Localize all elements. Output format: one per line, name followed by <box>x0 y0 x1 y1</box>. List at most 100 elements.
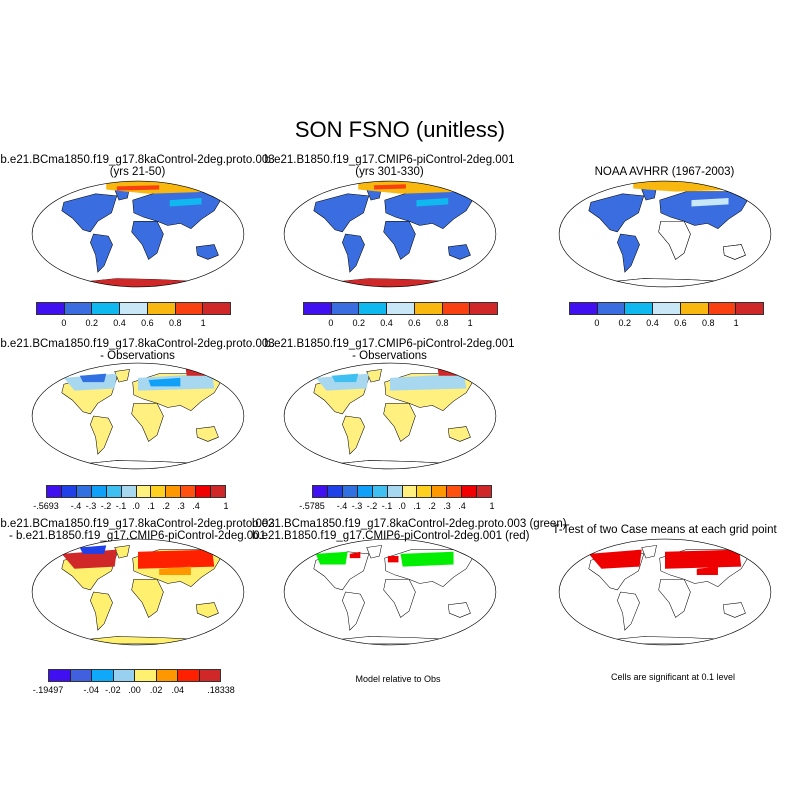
colorbar-swatch <box>417 486 433 497</box>
colorbar-tick-label: 0.4 <box>113 318 126 328</box>
panel-3-title: NOAA AVHRR (1967-2003) <box>594 166 735 178</box>
colorbar-tick-label: 0.8 <box>702 318 715 328</box>
colorbar-tick-label: .3 <box>443 501 451 511</box>
colorbar-swatch <box>156 670 178 681</box>
colorbar-swatch <box>136 486 152 497</box>
colorbar-swatch <box>414 303 443 314</box>
colorbar-tick-label: 0.2 <box>618 318 631 328</box>
colorbar-swatch <box>91 486 107 497</box>
colorbar-swatch <box>736 303 764 314</box>
colorbar-swatch <box>313 486 328 497</box>
panel-8-note: Cells are significant at 0.1 level <box>610 672 736 682</box>
colorbar-tick-label: .4 <box>192 501 200 511</box>
colorbar-swatch <box>327 486 343 497</box>
colorbar-swatch <box>120 303 148 314</box>
colorbar-tick-label: 0.6 <box>674 318 687 328</box>
colorbar-tick-label: 0 <box>61 318 67 328</box>
colorbar-tick-label: 0 <box>594 318 600 328</box>
colorbar-swatch <box>653 303 681 314</box>
colorbar-swatch <box>570 303 598 314</box>
colorbar-tick-label: 0.6 <box>408 318 421 328</box>
colorbar-swatch <box>597 303 626 314</box>
colorbar-1 <box>36 302 231 315</box>
colorbar-4 <box>46 485 226 498</box>
colorbar-swatch <box>470 303 498 314</box>
colorbar-tick-label: 1 <box>733 318 739 328</box>
colorbar-swatch <box>387 303 415 314</box>
map-panel-1 <box>31 180 245 288</box>
colorbar-swatch <box>199 670 220 681</box>
panel-2-title: b.e21.B1850.f19_g17.CMIP6-piControl-2deg… <box>264 154 515 178</box>
colorbar-swatch <box>76 486 92 497</box>
colorbar-swatch <box>442 303 471 314</box>
colorbar-tick-label: -.02 <box>105 685 121 695</box>
colorbar-swatch <box>70 670 92 681</box>
colorbar-tick-label: .18338 <box>207 685 235 695</box>
panel-1-title: b.e21.BCma1850.f19_g17.8kaControl-2deg.p… <box>0 154 275 178</box>
panel-5-title: b.e21.B1850.f19_g17.CMIP6-piControl-2deg… <box>264 338 515 362</box>
colorbar-tick-label: .1 <box>413 501 421 511</box>
figure-title: SON FSNO (unitless) <box>294 117 506 142</box>
colorbar-swatch <box>61 486 77 497</box>
colorbar-tick-label: -.19497 <box>32 685 64 695</box>
colorbar-swatch <box>92 670 114 681</box>
colorbar-tick-label: .0 <box>132 501 140 511</box>
colorbar-swatch <box>178 670 200 681</box>
colorbar-tick-label: -.1 <box>381 501 393 511</box>
colorbar-swatch <box>37 303 65 314</box>
colorbar-tick-label: -.4 <box>70 501 82 511</box>
panel-6-title: b.e21.BCma1850.f19_g17.8kaControl-2deg.p… <box>0 518 275 542</box>
map-panel-4 <box>31 362 245 470</box>
colorbar-swatch <box>402 486 418 497</box>
colorbar-swatch <box>331 303 360 314</box>
colorbar-swatch <box>211 486 226 497</box>
colorbar-tick-label: -.3 <box>85 501 97 511</box>
colorbar-tick-label: -.3 <box>351 501 363 511</box>
colorbar-swatch <box>432 486 448 497</box>
panel-8-title: T-Test of two Case means at each grid po… <box>552 524 777 536</box>
colorbar-swatch <box>121 486 137 497</box>
colorbar-swatch <box>387 486 403 497</box>
colorbar-swatch <box>49 670 71 681</box>
colorbar-swatch <box>166 486 182 497</box>
colorbar-5 <box>312 485 492 498</box>
colorbar-tick-label: 0.4 <box>646 318 659 328</box>
colorbar-swatch <box>151 486 167 497</box>
colorbar-tick-label: -.1 <box>115 501 127 511</box>
colorbar-swatch <box>113 670 135 681</box>
colorbar-swatch <box>304 303 332 314</box>
colorbar-tick-label: 1 <box>200 318 206 328</box>
map-panel-8 <box>558 538 772 646</box>
map-panel-3 <box>558 180 772 288</box>
colorbar-swatch <box>92 303 121 314</box>
colorbar-swatch <box>181 486 197 497</box>
colorbar-tick-label: 0 <box>328 318 334 328</box>
colorbar-swatch <box>708 303 737 314</box>
colorbar-tick-label: -.4 <box>336 501 348 511</box>
colorbar-tick-label: .02 <box>149 685 163 695</box>
colorbar-tick-label: .4 <box>458 501 466 511</box>
colorbar-tick-label: .04 <box>171 685 185 695</box>
colorbar-swatch <box>372 486 388 497</box>
colorbar-tick-label: -.04 <box>83 685 100 695</box>
colorbar-swatch <box>342 486 358 497</box>
panel-7-title: b.e21.BCma1850.f19_g17.8kaControl-2deg.p… <box>252 518 567 542</box>
colorbar-tick-label: 0.2 <box>352 318 365 328</box>
colorbar-tick-label: 1 <box>223 501 229 511</box>
colorbar-tick-label: 0.8 <box>436 318 449 328</box>
colorbar-swatch <box>106 486 122 497</box>
colorbar-tick-label: .2 <box>162 501 170 511</box>
colorbar-swatch <box>175 303 204 314</box>
colorbar-swatch <box>147 303 176 314</box>
colorbar-swatch <box>64 303 93 314</box>
map-panel-5 <box>283 362 497 470</box>
map-panel-6 <box>31 538 245 646</box>
colorbar-swatch <box>196 486 212 497</box>
colorbar-swatch <box>462 486 478 497</box>
colorbar-tick-label: .2 <box>428 501 436 511</box>
map-panel-7 <box>283 538 497 646</box>
colorbar-tick-label: 0.4 <box>380 318 393 328</box>
panel-4-title: b.e21.BCma1850.f19_g17.8kaControl-2deg.p… <box>0 338 275 362</box>
colorbar-6 <box>48 669 221 682</box>
